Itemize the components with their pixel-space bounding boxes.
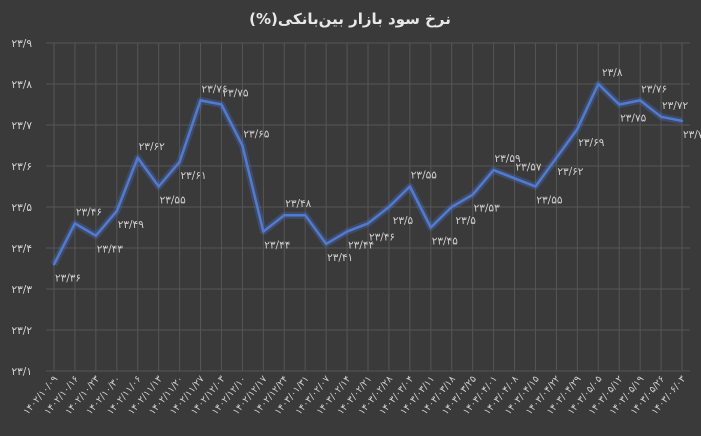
data-point — [618, 103, 621, 106]
data-label: ۲۳/۴۱ — [327, 252, 353, 264]
y-tick-label: ۲۳/۳ — [12, 284, 33, 296]
data-label: ۲۳/۴۳ — [97, 244, 123, 256]
data-label: ۲۳/۴۹ — [118, 219, 144, 231]
data-point — [157, 185, 160, 188]
data-point — [555, 156, 558, 159]
x-axis-tick-labels: ۱۴۰۲/۱۰/۰۹۱۴۰۲/۱۰/۱۶۱۴۰۲/۱۰/۲۳۱۴۰۲/۱۰/۳۰… — [22, 374, 689, 417]
data-label: ۲۳/۷۶ — [641, 83, 667, 95]
data-label: ۲۳/۷۲ — [662, 100, 688, 112]
data-label: ۲۳/۶۵ — [243, 129, 269, 141]
data-point — [73, 222, 77, 225]
data-point — [366, 222, 370, 225]
data-point — [597, 82, 600, 86]
data-label: ۲۳/۷۱ — [683, 129, 701, 141]
y-axis-tick-labels: ۲۳/۱ ۲۳/۲ ۲۳/۳ ۲۳/۴ ۲۳/۵ ۲۳/۶ ۲۳/۷ ۲۳/۸ ۲۳/۹ — [12, 38, 33, 378]
gridlines — [46, 42, 690, 372]
data-label: ۲۳/۷۵ — [222, 88, 248, 100]
data-point — [471, 193, 474, 196]
data-point — [450, 205, 453, 209]
data-label: ۲۳/۴۸ — [285, 198, 311, 210]
data-label: ۲۳/۵ — [455, 215, 476, 227]
y-tick-label: ۲۳/۷ — [12, 120, 33, 132]
data-point — [324, 242, 328, 246]
data-label: ۲۳/۸ — [602, 67, 623, 79]
data-label: ۲۳/۵۷ — [515, 161, 541, 173]
data-label: ۲۳/۶۲ — [139, 141, 165, 153]
y-tick-label: ۲۳/۱ — [12, 366, 32, 378]
data-label: ۲۳/۶۱ — [181, 170, 207, 182]
y-tick-label: ۲۳/۴ — [12, 243, 32, 255]
data-label: ۲۳/۵ — [393, 215, 414, 227]
data-point — [429, 226, 432, 229]
data-point — [220, 103, 223, 106]
data-point — [115, 209, 119, 213]
data-point — [659, 115, 663, 119]
y-tick-label: ۲۳/۹ — [12, 38, 33, 50]
data-point — [534, 185, 537, 188]
data-point — [576, 127, 579, 131]
y-tick-label: ۲۳/۵ — [12, 202, 33, 214]
data-label: ۲۳/۵۵ — [536, 195, 562, 207]
data-label: ۲۳/۵۳ — [474, 203, 500, 215]
data-label: ۲۳/۵۵ — [411, 170, 437, 182]
y-tick-label: ۲۳/۶ — [12, 161, 32, 173]
data-point — [680, 119, 684, 123]
data-point — [262, 230, 265, 233]
data-label: ۲۳/۷۵ — [620, 113, 646, 125]
data-label: ۲۳/۴۴ — [264, 240, 290, 252]
y-tick-label: ۲۳/۲ — [12, 325, 33, 337]
data-point — [94, 234, 98, 237]
data-label: ۲۳/۴۶ — [369, 231, 395, 243]
y-tick-label: ۲۳/۸ — [12, 79, 33, 91]
data-point — [241, 144, 244, 147]
data-point — [387, 205, 391, 209]
data-point — [52, 263, 56, 266]
data-labels: ۲۳/۳۶ ۲۳/۴۶ ۲۳/۴۳ ۲۳/۴۹ ۲۳/۶۲ ۲۳/۵۵ ۲۳/۶۱ ۲۳/۷۶… — [55, 67, 701, 284]
data-point — [304, 214, 307, 217]
data-point — [638, 99, 642, 102]
data-label: ۲۳/۵۵ — [160, 195, 186, 207]
data-label: ۲۳/۳۶ — [55, 272, 81, 284]
data-point — [136, 156, 139, 159]
data-point — [492, 168, 495, 172]
data-label: ۲۳/۶۲ — [557, 166, 583, 178]
data-label: ۲۳/۵۹ — [495, 153, 521, 165]
data-label: ۲۳/۷۶ — [201, 83, 227, 95]
data-point — [199, 99, 202, 102]
data-point — [408, 185, 412, 188]
data-point — [178, 160, 181, 164]
data-point — [345, 230, 349, 233]
data-label: ۲۳/۴۶ — [76, 206, 102, 218]
data-point — [283, 214, 286, 217]
chart-title: نرخ سود بازار بین‌بانکی(%) — [249, 10, 451, 28]
data-label: ۲۳/۴۴ — [348, 240, 374, 252]
data-label: ۲۳/۴۵ — [432, 236, 458, 248]
series — [50, 80, 684, 266]
data-point — [513, 177, 516, 180]
data-label: ۲۳/۶۹ — [578, 137, 604, 149]
